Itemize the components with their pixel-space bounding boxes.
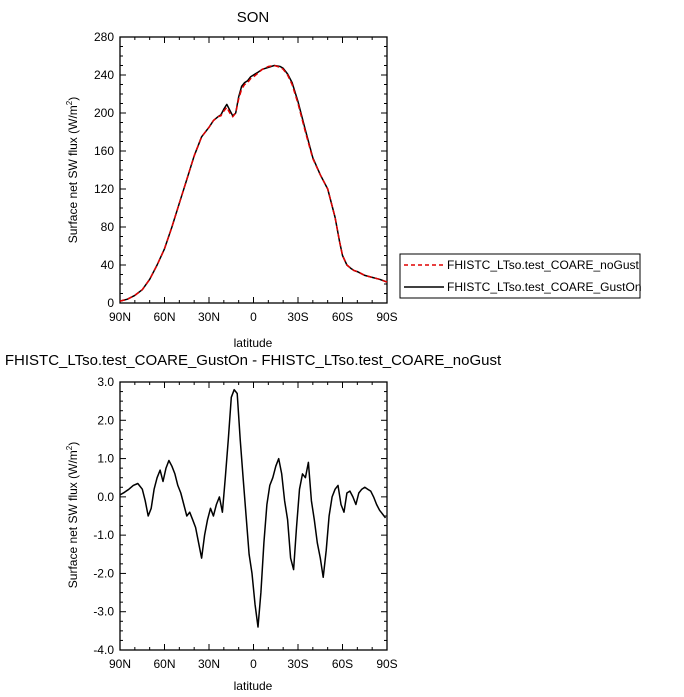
- bottom-chart-ytick-label: -3.0: [93, 605, 114, 619]
- bottom-chart: FHISTC_LTso.test_COARE_GustOn - FHISTC_L…: [5, 352, 502, 693]
- bottom-chart-ytick-label: -4.0: [93, 643, 114, 657]
- bottom-chart-xtick-label: 60S: [332, 657, 353, 671]
- legend-label-guston: FHISTC_LTso.test_COARE_GustOn: [447, 280, 642, 294]
- top-chart-plot-frame: [119, 36, 388, 304]
- top-chart-xtick-label: 0: [250, 310, 257, 324]
- legend: FHISTC_LTso.test_COARE_noGust FHISTC_LTs…: [399, 253, 642, 299]
- top-chart-series-line-1: [119, 64, 388, 302]
- top-chart-xtick-label: 30S: [287, 310, 308, 324]
- top-chart-ytick-label: 80: [101, 220, 115, 234]
- legend-box: [399, 253, 641, 299]
- bottom-chart-ytick-label: 1.0: [97, 452, 114, 466]
- bottom-chart-xtick-label: 30N: [198, 657, 220, 671]
- top-chart-title: SON: [237, 9, 270, 26]
- top-chart-ytick-label: 0: [107, 296, 114, 310]
- bottom-chart-ylabel: Surface net SW flux (W/m2): [65, 442, 80, 588]
- top-chart-xtick-label: 90N: [109, 310, 131, 324]
- legend-label-nogust: FHISTC_LTso.test_COARE_noGust: [447, 258, 640, 272]
- top-chart-ytick-label: 280: [94, 30, 114, 44]
- bottom-chart-ytick-label: 3.0: [97, 375, 114, 389]
- top-chart-xlabel: latitude: [234, 336, 273, 350]
- bottom-chart-axes: 90N 60N 30N 0 30S 60S 90S -4.0 -3.0 -2.0 -1.0 0.0 1.…: [93, 375, 397, 671]
- top-chart-ylabel: Surface net SW flux (W/m2): [65, 97, 80, 243]
- bottom-chart-plot-frame: [119, 381, 388, 651]
- top-chart: SON 90N 60N 30N 0 30S 60S 90S 0 40 80 120 160 200 240…: [65, 9, 398, 350]
- bottom-chart-ytick-label: -1.0: [93, 528, 114, 542]
- bottom-chart-ytick-label: -2.0: [93, 566, 114, 580]
- top-chart-xtick-label: 90S: [376, 310, 397, 324]
- bottom-chart-ytick-label: 0.0: [97, 490, 114, 504]
- bottom-chart-xtick-label: 90S: [376, 657, 397, 671]
- top-chart-ytick-label: 240: [94, 68, 114, 82]
- bottom-chart-xtick-label: 0: [250, 657, 257, 671]
- bottom-chart-ytick-label: 2.0: [97, 413, 114, 427]
- top-chart-ytick-label: 200: [94, 106, 114, 120]
- top-chart-xtick-label: 30N: [198, 310, 220, 324]
- top-chart-axes: 90N 60N 30N 0 30S 60S 90S 0 40 80 120 160 200 240 280: [94, 30, 398, 324]
- bottom-chart-title: FHISTC_LTso.test_COARE_GustOn - FHISTC_L…: [5, 352, 502, 369]
- top-chart-ytick-label: 160: [94, 144, 114, 158]
- bottom-chart-series-line-0: [119, 388, 387, 628]
- bottom-chart-xtick-label: 30S: [287, 657, 308, 671]
- top-chart-xtick-label: 60S: [332, 310, 353, 324]
- top-chart-ytick-label: 40: [101, 258, 115, 272]
- bottom-chart-xlabel: latitude: [234, 679, 273, 693]
- bottom-chart-xtick-label: 90N: [109, 657, 131, 671]
- bottom-chart-series: [119, 388, 387, 628]
- top-chart-series: [119, 64, 388, 302]
- bottom-chart-xtick-label: 60N: [153, 657, 175, 671]
- top-chart-ytick-label: 120: [94, 182, 114, 196]
- top-chart-xtick-label: 60N: [153, 310, 175, 324]
